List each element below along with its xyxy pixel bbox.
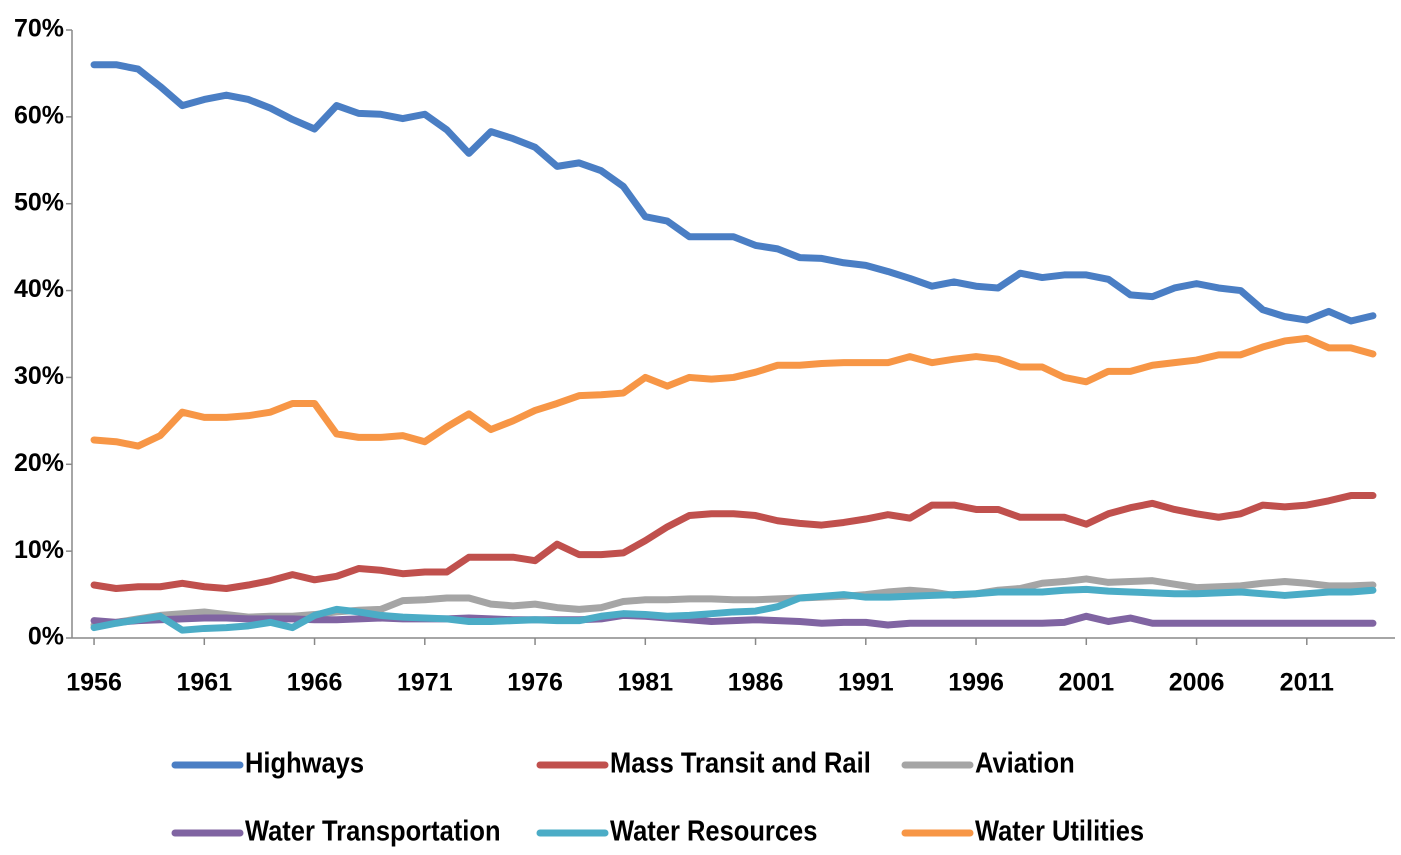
series-line [90, 334, 1377, 450]
y-tick-label: 20% [14, 449, 64, 477]
legend-item: Highways [171, 746, 364, 779]
x-tick-label: 2011 [1280, 669, 1334, 697]
x-tick-label: 2006 [1169, 669, 1225, 697]
x-tick-label: 1986 [728, 669, 784, 697]
legend-label: Water Utilities [975, 814, 1144, 847]
legend-item: Aviation [901, 746, 1075, 779]
x-tick-label: 1976 [507, 669, 563, 697]
legend-label: Aviation [975, 746, 1075, 779]
y-tick-label: 10% [14, 536, 64, 564]
legend-label: Water Resources [610, 814, 817, 847]
x-tick-label: 1956 [66, 669, 122, 697]
legend-item: Mass Transit and Rail [536, 746, 871, 779]
x-tick-label: 1991 [838, 669, 894, 697]
series-line [90, 492, 1377, 592]
legend-label: Water Transportation [245, 814, 501, 847]
x-tick-label: 1981 [617, 669, 673, 697]
x-tick-label: 1971 [397, 669, 453, 697]
x-tick-label: 1996 [948, 669, 1004, 697]
x-tick-label: 1961 [176, 669, 232, 697]
series-line [90, 585, 1377, 634]
legend-label: Mass Transit and Rail [610, 746, 871, 779]
legend-item: Water Resources [536, 814, 817, 847]
legend-label: Highways [245, 746, 364, 779]
legend-item: Water Transportation [171, 814, 501, 847]
x-tick-label: 1966 [287, 669, 343, 697]
series-line [90, 575, 1377, 629]
y-tick-label: 30% [14, 362, 64, 390]
y-tick-label: 40% [14, 275, 64, 303]
y-tick-label: 60% [14, 101, 64, 129]
y-tick-label: 70% [14, 15, 64, 43]
series-line [90, 61, 1377, 325]
legend-item: Water Utilities [901, 814, 1144, 847]
x-tick-label: 2001 [1058, 669, 1114, 697]
y-tick-label: 50% [14, 188, 64, 216]
y-tick-label: 0% [28, 623, 64, 651]
